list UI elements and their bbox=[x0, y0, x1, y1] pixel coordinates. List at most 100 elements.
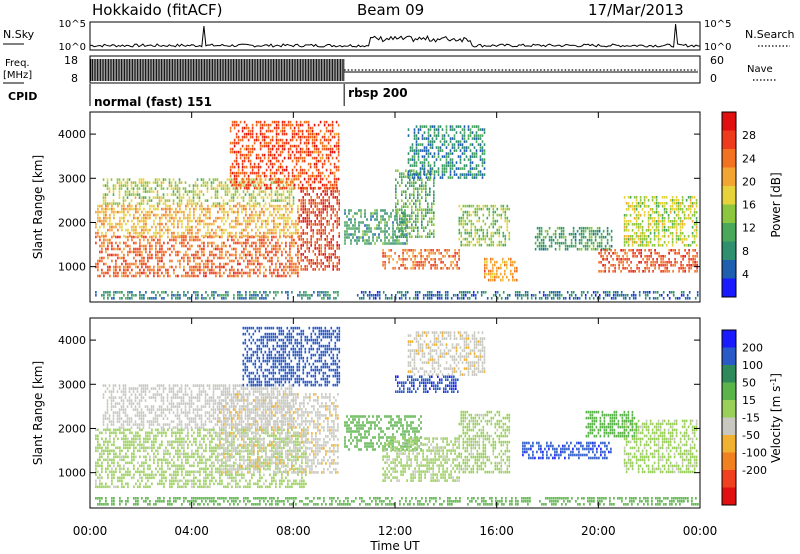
heat-cell bbox=[178, 202, 181, 205]
heat-cell bbox=[592, 241, 595, 245]
heat-cell bbox=[173, 234, 175, 238]
heat-cell bbox=[318, 229, 320, 232]
heat-cell bbox=[476, 213, 479, 217]
heat-cell bbox=[466, 228, 469, 232]
heat-cell bbox=[313, 174, 316, 178]
heat-cell bbox=[221, 253, 223, 257]
heat-cell bbox=[354, 224, 356, 227]
heat-cell bbox=[259, 225, 261, 229]
heat-cell bbox=[466, 210, 469, 214]
heat-cell bbox=[320, 202, 322, 205]
heat-cell bbox=[105, 238, 107, 242]
heat-cell bbox=[275, 135, 278, 139]
heat-cell bbox=[159, 274, 161, 278]
heat-cell bbox=[257, 168, 260, 172]
heat-cell bbox=[225, 210, 227, 214]
heat-cell bbox=[654, 249, 656, 252]
heat-cell bbox=[425, 211, 427, 214]
heat-cell bbox=[169, 216, 171, 220]
heat-cell bbox=[126, 190, 129, 193]
heat-cell bbox=[479, 170, 482, 173]
heat-cell bbox=[95, 210, 97, 214]
heat-cell bbox=[265, 231, 267, 235]
heat-cell bbox=[109, 294, 111, 297]
heat-cell bbox=[550, 235, 553, 239]
heat-cell bbox=[275, 213, 277, 217]
heat-cell bbox=[465, 173, 468, 176]
heat-cell bbox=[298, 235, 300, 238]
heat-cell bbox=[478, 237, 481, 241]
heat-cell bbox=[273, 174, 276, 178]
heat-cell bbox=[325, 144, 328, 148]
heat-cell bbox=[215, 247, 217, 251]
heat-cell bbox=[425, 226, 427, 229]
heat-cell bbox=[429, 134, 432, 137]
heat-cell bbox=[143, 222, 145, 226]
heat-cell bbox=[314, 262, 316, 265]
heat-cell bbox=[672, 270, 674, 273]
heat-cell bbox=[99, 210, 101, 214]
heat-cell bbox=[354, 227, 356, 230]
heat-cell bbox=[303, 159, 306, 163]
heat-cell bbox=[471, 176, 474, 179]
heat-cell bbox=[346, 233, 348, 236]
heat-cell bbox=[326, 238, 328, 241]
heat-cell bbox=[267, 222, 269, 226]
heat-cell bbox=[222, 187, 225, 190]
heat-cell bbox=[433, 173, 436, 176]
heat-cell bbox=[118, 187, 121, 190]
heat-cell bbox=[422, 264, 424, 267]
heat-cell bbox=[310, 187, 312, 190]
heat-cell bbox=[447, 134, 450, 137]
heat-cell bbox=[229, 165, 232, 169]
heat-cell bbox=[468, 210, 471, 214]
heat-cell bbox=[312, 199, 314, 202]
heat-cell bbox=[415, 125, 418, 128]
heat-cell bbox=[586, 241, 589, 245]
heat-cell bbox=[180, 181, 183, 184]
heat-cell bbox=[134, 181, 137, 184]
heat-cell bbox=[411, 235, 413, 238]
heat-cell bbox=[191, 265, 193, 269]
heat-cell bbox=[411, 143, 414, 146]
heat-cell bbox=[431, 125, 434, 128]
heat-cell bbox=[237, 219, 239, 223]
heat-cell bbox=[121, 207, 123, 211]
heat-cell bbox=[312, 187, 314, 190]
power-heatmap bbox=[95, 120, 699, 300]
heat-cell bbox=[165, 207, 167, 211]
heat-cell bbox=[652, 258, 654, 261]
heat-cell bbox=[271, 213, 273, 217]
heat-cell bbox=[400, 258, 402, 261]
heat-cell bbox=[275, 265, 277, 269]
heat-cell bbox=[251, 216, 253, 220]
heat-cell bbox=[103, 241, 105, 245]
heat-cell bbox=[427, 176, 430, 179]
heat-cell bbox=[176, 184, 179, 187]
heat-cell bbox=[289, 210, 291, 214]
heat-cell bbox=[249, 219, 251, 223]
heat-cell bbox=[627, 208, 630, 211]
heat-cell bbox=[466, 222, 469, 226]
heat-cell bbox=[185, 204, 187, 208]
heat-cell bbox=[143, 271, 145, 275]
heat-cell bbox=[235, 186, 238, 190]
heat-cell bbox=[305, 129, 308, 133]
heat-cell bbox=[281, 132, 284, 136]
heat-cell bbox=[279, 274, 281, 278]
heat-cell bbox=[455, 167, 458, 170]
heat-cell bbox=[610, 238, 613, 242]
heat-cell bbox=[453, 146, 456, 149]
heat-cell bbox=[516, 266, 518, 270]
heat-cell bbox=[592, 229, 595, 233]
heat-cell bbox=[245, 171, 248, 175]
heat-cell bbox=[478, 219, 481, 223]
heat-cell bbox=[111, 228, 113, 232]
heat-cell bbox=[131, 297, 133, 300]
heat-cell bbox=[419, 170, 422, 173]
heat-cell bbox=[315, 138, 318, 142]
heat-cell bbox=[117, 256, 119, 260]
heat-cell bbox=[139, 204, 141, 208]
heat-cell bbox=[417, 235, 419, 238]
heat-cell bbox=[606, 249, 608, 252]
